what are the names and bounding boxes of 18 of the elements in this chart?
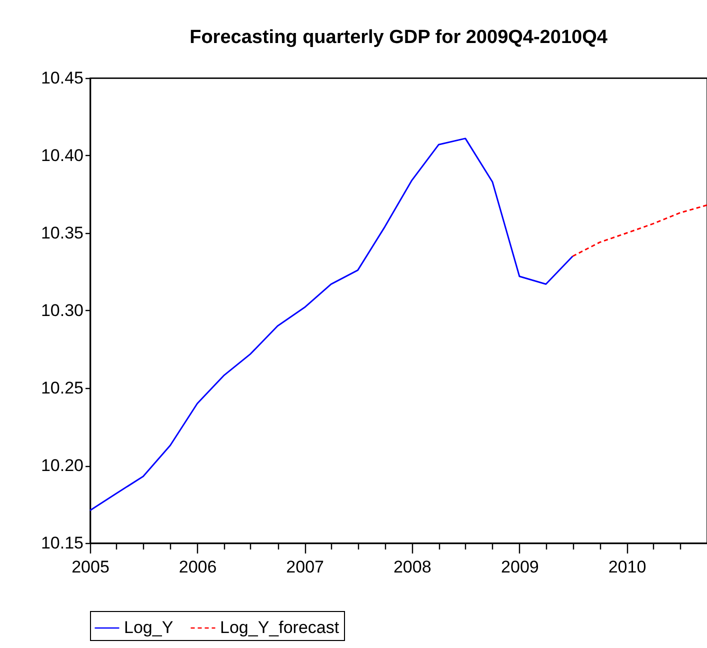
legend-label: Log_Y_forecast [220, 618, 340, 637]
legend-label: Log_Y [124, 618, 174, 637]
y-tick-label: 10.25 [40, 378, 84, 398]
x-tick-label: 2008 [393, 558, 432, 576]
y-tick-label: 10.30 [40, 301, 84, 320]
x-tick-label: 2009 [501, 558, 539, 576]
chart-title: Forecasting quarterly GDP for 2009Q4-2010Q4 [190, 27, 608, 48]
y-tick-label: 10.20 [40, 456, 84, 475]
y-tick-label: 10.15 [40, 534, 84, 552]
x-tick-label: 2010 [608, 558, 646, 576]
line-series [89, 138, 574, 512]
y-tick-label: 10.40 [40, 146, 84, 165]
x-tick-label: 2006 [178, 558, 217, 576]
y-tick-label: 10.35 [40, 224, 84, 242]
y-tick-label: 10.45 [40, 68, 84, 88]
line-series [572, 204, 707, 257]
x-tick-label: 2005 [72, 558, 110, 576]
x-tick-label: 2007 [286, 558, 324, 576]
